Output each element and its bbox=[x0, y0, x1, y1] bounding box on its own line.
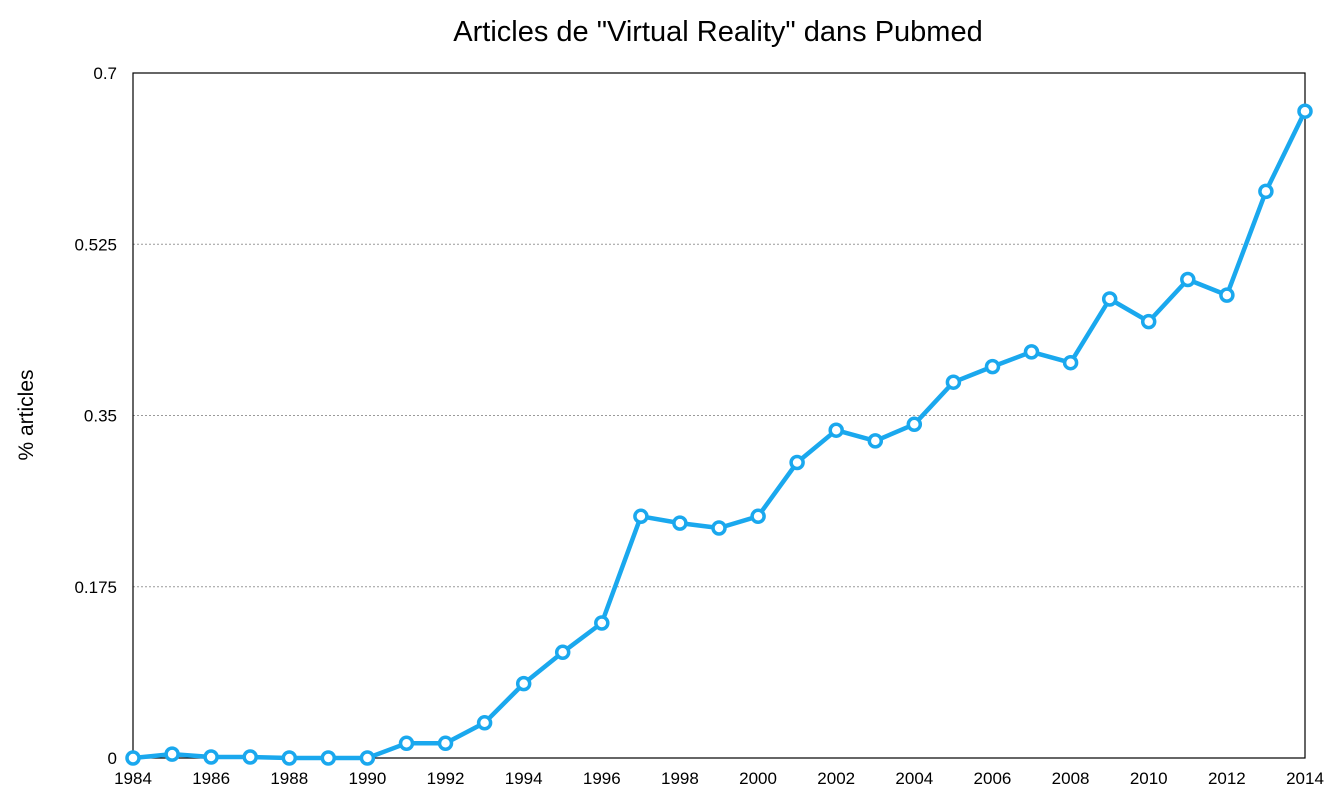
x-tick-label: 2014 bbox=[1286, 769, 1324, 788]
x-tick-label: 2004 bbox=[895, 769, 933, 788]
plot-area-frame bbox=[132, 72, 1306, 759]
y-tick-label: 0.35 bbox=[84, 407, 117, 426]
y-tick-label: 0 bbox=[108, 749, 117, 768]
x-tick-label: 2000 bbox=[739, 769, 777, 788]
x-tick-label: 2002 bbox=[817, 769, 855, 788]
x-tick-label: 1984 bbox=[114, 769, 152, 788]
data-point bbox=[476, 715, 493, 731]
data-point bbox=[1101, 291, 1118, 307]
data-point bbox=[242, 749, 258, 765]
data-point bbox=[1297, 103, 1313, 119]
x-tick-label: 1988 bbox=[270, 769, 308, 788]
data-point bbox=[1062, 354, 1079, 371]
data-point bbox=[554, 644, 571, 661]
data-point bbox=[203, 749, 219, 765]
x-tick-label: 1998 bbox=[661, 769, 699, 788]
data-point bbox=[1140, 313, 1157, 330]
data-point bbox=[1219, 287, 1235, 303]
x-tick-label: 1990 bbox=[348, 769, 386, 788]
data-series bbox=[125, 103, 1313, 766]
data-point bbox=[1258, 183, 1274, 200]
data-point bbox=[398, 735, 415, 752]
chart-title: Articles de "Virtual Reality" dans Pubme… bbox=[453, 16, 982, 48]
x-tick-label: 2008 bbox=[1052, 769, 1090, 788]
data-point bbox=[594, 615, 610, 631]
data-point bbox=[1180, 271, 1196, 288]
x-tick-label: 2010 bbox=[1130, 769, 1168, 788]
y-tick-label: 0.7 bbox=[93, 64, 117, 83]
x-tick-label: 2006 bbox=[974, 769, 1012, 788]
x-tick-label: 1992 bbox=[427, 769, 465, 788]
data-point bbox=[984, 358, 1001, 375]
data-point bbox=[281, 750, 298, 766]
x-tick-label: 1996 bbox=[583, 769, 621, 788]
data-point bbox=[633, 508, 649, 525]
gridlines bbox=[133, 243, 1305, 588]
data-point bbox=[945, 374, 962, 390]
y-axis-label: % articles bbox=[15, 369, 38, 460]
series-line bbox=[130, 108, 1308, 761]
x-tick-label: 1986 bbox=[192, 769, 230, 788]
data-point bbox=[437, 735, 454, 752]
x-tick-label: 2012 bbox=[1208, 769, 1246, 788]
data-point bbox=[711, 520, 727, 536]
data-point bbox=[515, 675, 532, 692]
y-tick-label: 0.175 bbox=[74, 578, 117, 597]
data-point bbox=[1023, 344, 1040, 360]
x-axis-ticks: 1984 1986 1988 1990 1992 1994 1996 1998 2000 2002… bbox=[114, 769, 1324, 788]
data-point bbox=[828, 422, 844, 438]
data-point bbox=[906, 416, 923, 433]
data-point bbox=[320, 750, 337, 766]
data-point bbox=[750, 508, 766, 525]
data-point bbox=[789, 454, 805, 471]
data-point bbox=[125, 750, 141, 766]
data-point bbox=[164, 746, 180, 762]
x-tick-label: 1994 bbox=[505, 769, 543, 788]
data-point bbox=[867, 433, 884, 449]
y-axis-ticks: 0 0.175 0.35 0.525 0.7 bbox=[74, 64, 117, 768]
data-point bbox=[672, 515, 688, 531]
data-point bbox=[359, 750, 376, 766]
y-tick-label: 0.525 bbox=[74, 235, 117, 254]
